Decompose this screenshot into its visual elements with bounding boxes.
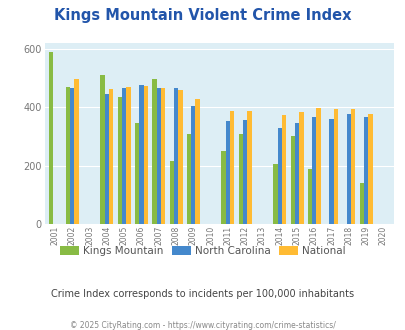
Bar	[134, 123, 139, 224]
Bar	[160, 88, 165, 224]
Bar	[169, 161, 173, 224]
Bar	[70, 88, 74, 224]
Bar	[173, 88, 178, 224]
Bar	[367, 114, 372, 224]
Legend: Kings Mountain, North Carolina, National: Kings Mountain, North Carolina, National	[56, 242, 349, 260]
Bar	[49, 52, 53, 224]
Bar	[156, 88, 160, 224]
Bar	[277, 128, 281, 224]
Bar	[281, 115, 286, 224]
Text: Kings Mountain Violent Crime Index: Kings Mountain Violent Crime Index	[54, 8, 351, 23]
Bar	[143, 86, 147, 224]
Text: Crime Index corresponds to incidents per 100,000 inhabitants: Crime Index corresponds to incidents per…	[51, 289, 354, 299]
Bar	[350, 109, 354, 224]
Bar	[247, 111, 251, 224]
Bar	[195, 99, 199, 224]
Bar	[333, 109, 337, 224]
Bar	[359, 183, 363, 224]
Bar	[243, 120, 247, 224]
Text: © 2025 CityRating.com - https://www.cityrating.com/crime-statistics/: © 2025 CityRating.com - https://www.city…	[70, 321, 335, 330]
Bar	[307, 169, 311, 224]
Bar	[328, 119, 333, 224]
Bar	[74, 79, 79, 224]
Bar	[152, 80, 156, 224]
Bar	[139, 85, 143, 224]
Bar	[230, 111, 234, 224]
Bar	[346, 114, 350, 224]
Bar	[109, 89, 113, 224]
Bar	[315, 108, 320, 224]
Bar	[294, 123, 298, 224]
Bar	[178, 90, 182, 224]
Bar	[66, 87, 70, 224]
Bar	[221, 150, 225, 224]
Bar	[191, 106, 195, 224]
Bar	[363, 117, 367, 224]
Bar	[311, 117, 315, 224]
Bar	[122, 88, 126, 224]
Bar	[186, 134, 191, 224]
Bar	[225, 121, 230, 224]
Bar	[298, 112, 303, 224]
Bar	[238, 134, 243, 224]
Bar	[100, 75, 104, 224]
Bar	[126, 87, 130, 224]
Bar	[104, 93, 109, 224]
Bar	[273, 164, 277, 224]
Bar	[117, 97, 122, 224]
Bar	[290, 136, 294, 224]
